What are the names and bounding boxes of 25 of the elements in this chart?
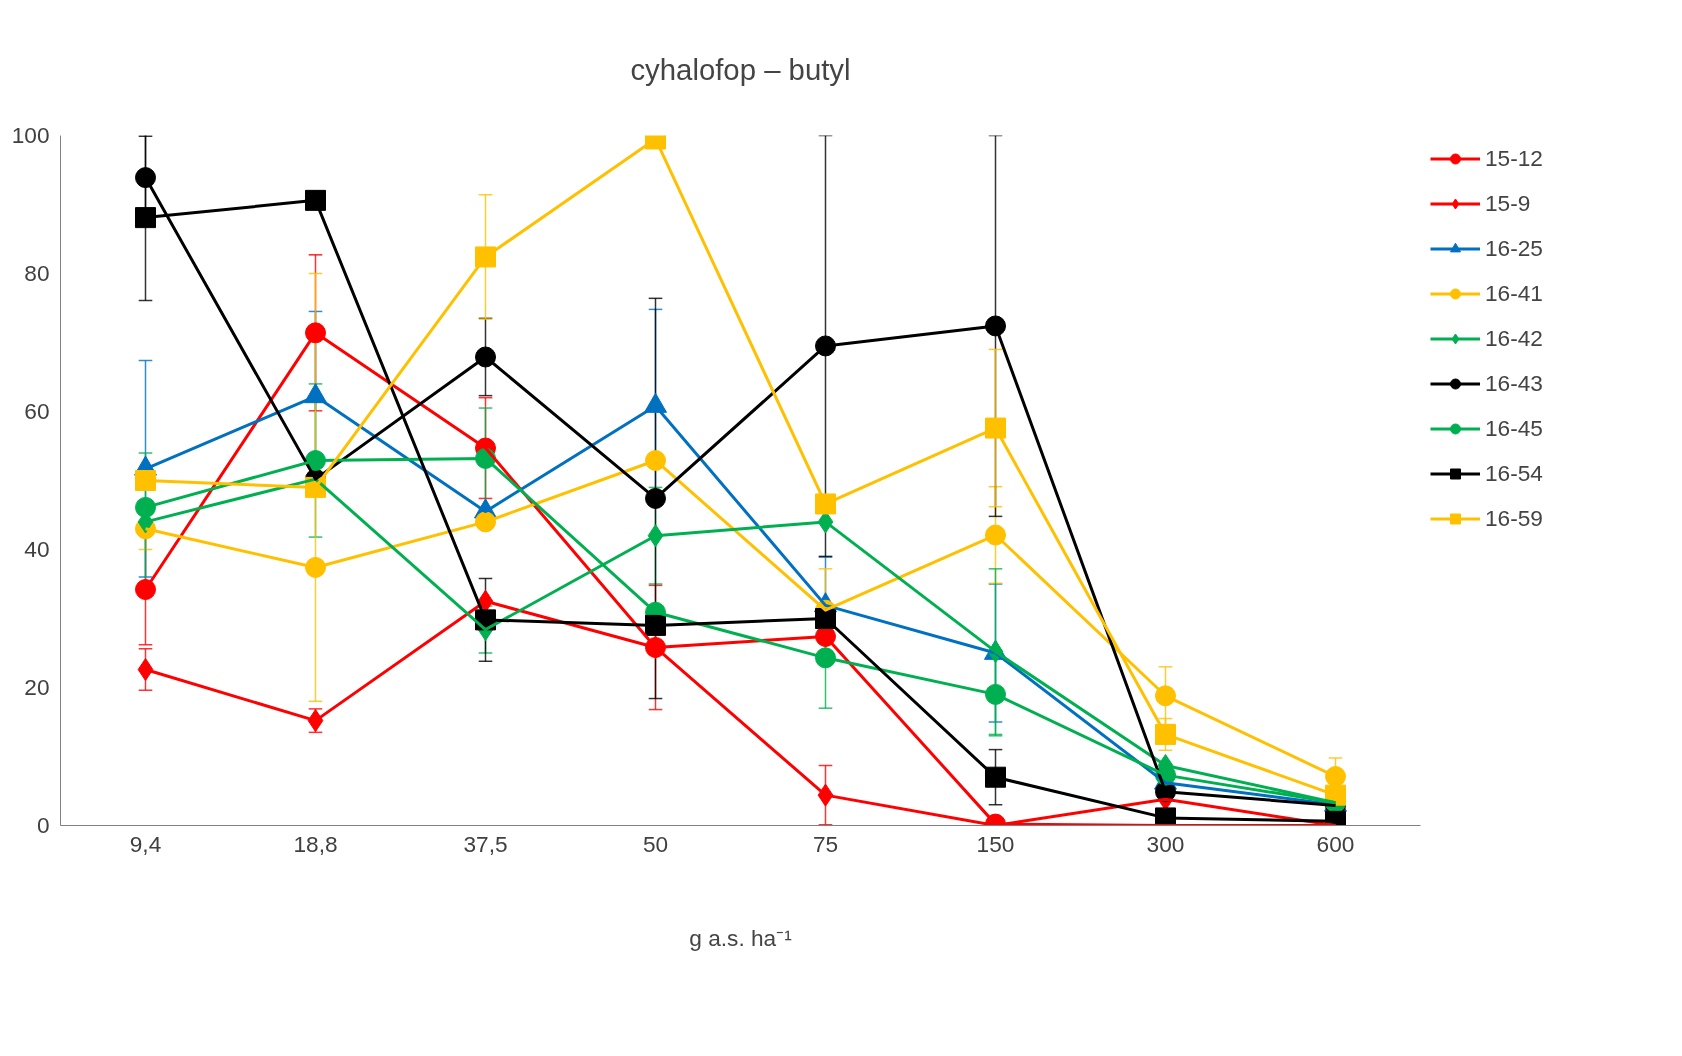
legend-label: 16-43: [1485, 370, 1543, 397]
x-tick-label: 75: [812, 830, 839, 857]
legend-label: 16-45: [1485, 415, 1543, 442]
x-tick-label: 9,4: [129, 830, 162, 857]
x-tick-label: 37,5: [463, 830, 508, 857]
legend-label: 15-12: [1485, 145, 1543, 172]
x-axis-title: g a.s. ha⁻¹: [689, 924, 793, 951]
y-tick-label: 100: [11, 122, 50, 148]
legend-label: 15-9: [1485, 190, 1531, 217]
legend-label: 16-42: [1485, 325, 1543, 352]
x-tick-label: 18,8: [293, 830, 338, 857]
y-tick-label: 60: [24, 398, 50, 424]
x-tick-label: 300: [1146, 830, 1185, 857]
x-tick-label: 150: [976, 830, 1015, 857]
y-tick-label: 80: [24, 260, 50, 286]
legend-label: 16-25: [1485, 235, 1543, 262]
y-tick-label: 0: [36, 812, 50, 838]
legend-label: 16-41: [1485, 280, 1543, 307]
y-tick-label: 40: [24, 536, 50, 562]
chart-title: cyhalofop – butyl: [630, 52, 851, 86]
y-tick-label: 20: [24, 674, 50, 700]
legend-label: 16-59: [1485, 505, 1543, 532]
x-tick-label: 50: [642, 830, 669, 857]
legend-label: 16-54: [1485, 460, 1543, 487]
x-tick-label: 600: [1316, 830, 1355, 857]
